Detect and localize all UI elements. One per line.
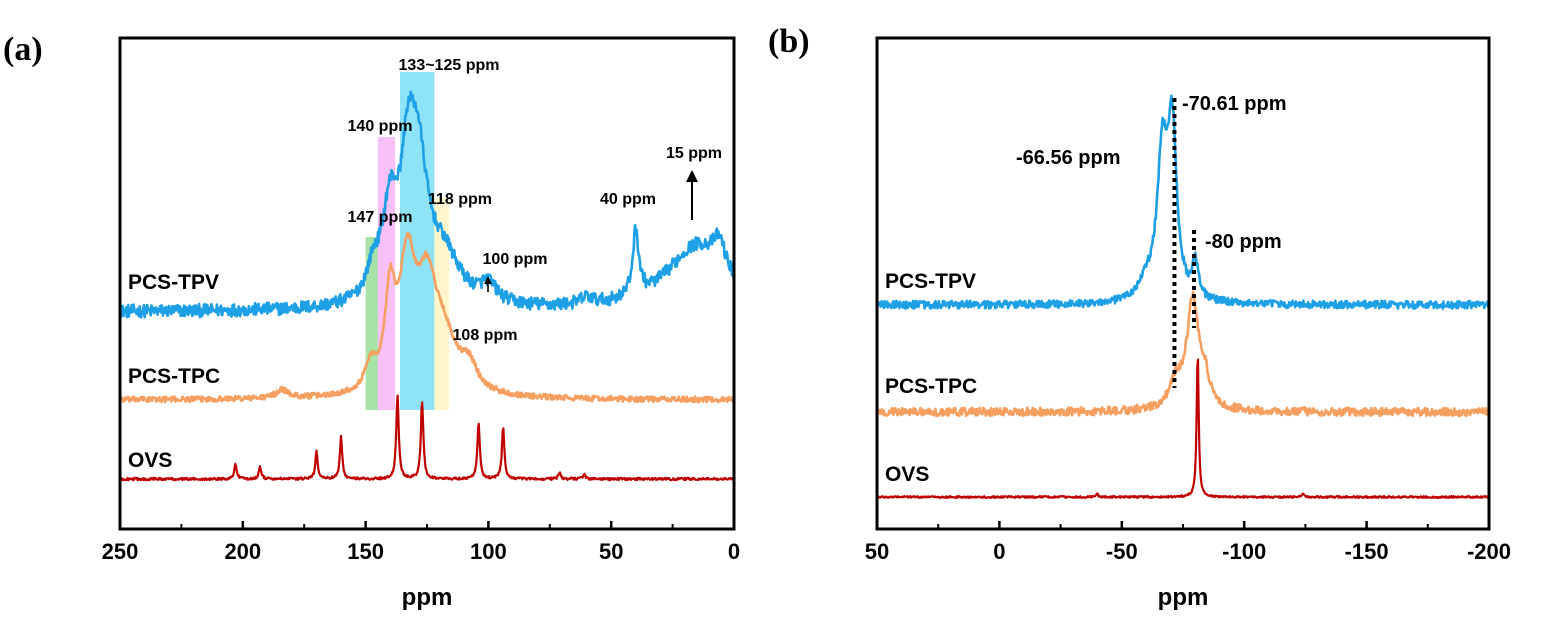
x-tick-label: 0	[728, 539, 740, 564]
x-tick-label: 150	[347, 539, 384, 564]
annotation-arrowhead	[686, 170, 698, 182]
annotation-label: 15 ppm	[666, 145, 722, 162]
x-tick-label: -200	[1467, 539, 1511, 564]
panel-label: (a)	[3, 31, 43, 68]
annotation-label: -70.61 ppm	[1182, 93, 1286, 115]
x-tick-label: 0	[993, 539, 1005, 564]
series-label: OVS	[128, 449, 172, 472]
series-line-pcs-tpc	[876, 290, 1491, 418]
highlight-band	[365, 237, 378, 410]
series-label: PCS-TPV	[128, 271, 219, 294]
series-line-pcs-tpv	[875, 94, 1491, 311]
series-line-ovs	[119, 394, 735, 482]
series-line-pcs-tpc	[118, 231, 736, 404]
annotation-label: -80 ppm	[1205, 231, 1282, 253]
series-label: PCS-TPV	[885, 270, 976, 293]
x-tick-label: -100	[1222, 539, 1266, 564]
series-line-pcs-tpv	[119, 90, 736, 319]
series-label: PCS-TPC	[128, 365, 220, 388]
annotation-arrowhead	[484, 276, 492, 284]
annotation-label: 133~125 ppm	[399, 57, 500, 74]
x-tick-label: 50	[599, 539, 623, 564]
annotation-label: 108 ppm	[453, 327, 518, 344]
panel-label: (b)	[768, 23, 810, 60]
x-tick-label: -50	[1106, 539, 1138, 564]
x-tick-label: -150	[1345, 539, 1389, 564]
x-tick-label: 50	[865, 539, 889, 564]
x-tick-label: 250	[102, 539, 139, 564]
x-axis-title: ppm	[402, 584, 453, 611]
panel-b: (b) PCS-TPV PCS-TPC OVS 50 0 -50 -100 -150 -200 pp…	[768, 23, 1511, 611]
series-label: OVS	[885, 463, 929, 486]
series-label: PCS-TPC	[885, 375, 977, 398]
annotation-label: -66.56 ppm	[1016, 147, 1120, 169]
annotation-label: 147 ppm	[348, 209, 413, 226]
x-tick-label: 100	[470, 539, 507, 564]
annotation-label: 40 ppm	[600, 191, 656, 208]
panel-a: (a) PCS-TPV PCS-TPC OVS 250 200 150 100 50 0 ppm 13…	[3, 31, 740, 611]
annotation-label: 140 ppm	[348, 118, 413, 135]
annotation-label: 118 ppm	[428, 191, 492, 208]
x-tick-label: 200	[224, 539, 261, 564]
series-line-ovs	[876, 358, 1490, 499]
x-axis-title: ppm	[1158, 584, 1209, 611]
annotation-label: 100 ppm	[483, 251, 548, 268]
